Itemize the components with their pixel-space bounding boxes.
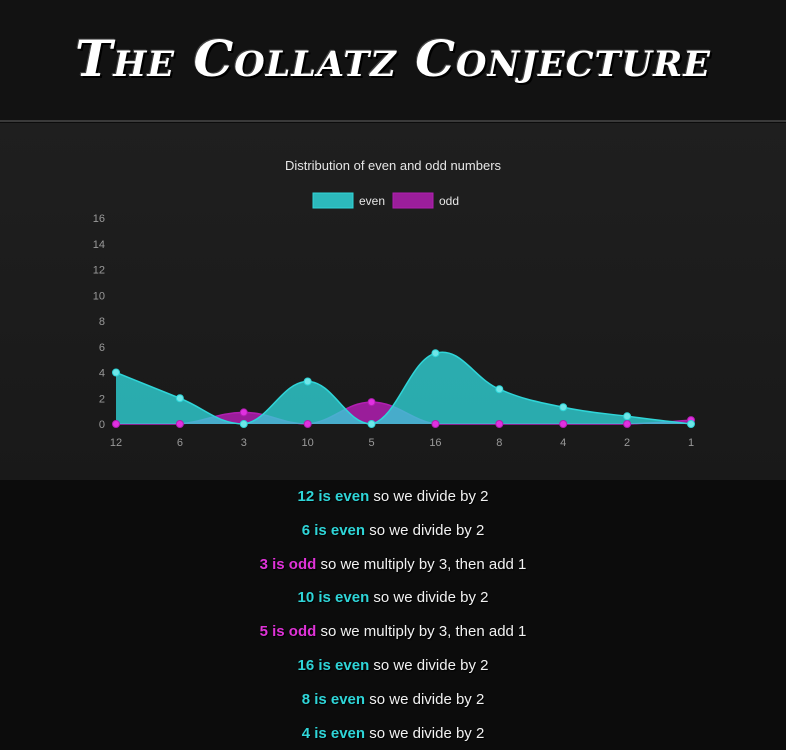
data-point-odd xyxy=(303,420,312,428)
data-point-even xyxy=(112,368,120,377)
step-item: 12 is even so we divide by 2 xyxy=(0,480,786,514)
step-item: 8 is even so we divide by 2 xyxy=(0,683,786,717)
series-area-even xyxy=(116,352,691,424)
step-rule: so we multiply by 3, then add 1 xyxy=(316,623,527,641)
step-item: 10 is even so we divide by 2 xyxy=(0,581,786,615)
step-number: 3 is odd xyxy=(259,555,317,573)
data-point-even xyxy=(623,412,632,421)
y-tick-label: 2 xyxy=(99,393,105,405)
chart-panel: Distribution of even and odd numbers 0 2 4… xyxy=(0,123,786,480)
y-tick-label: 4 xyxy=(99,368,105,380)
step-number: 5 is odd xyxy=(259,623,317,641)
step-item: 3 is odd so we multiply by 3, then add 1 xyxy=(0,548,786,582)
step-rule: so we divide by 2 xyxy=(369,589,489,607)
step-rule: so we divide by 2 xyxy=(369,656,489,674)
y-tick-label: 6 xyxy=(99,342,105,354)
data-point-odd xyxy=(239,408,248,417)
data-point-even xyxy=(431,349,440,358)
legend-swatch-odd xyxy=(392,192,434,209)
legend-swatch-even xyxy=(312,192,354,209)
step-rule: so we divide by 2 xyxy=(365,690,485,708)
data-point-odd xyxy=(367,398,376,407)
step-rule: so we divide by 2 xyxy=(365,724,485,742)
data-point-even xyxy=(175,394,184,403)
step-number: 16 is even xyxy=(297,656,370,674)
step-number: 10 is even xyxy=(297,589,370,607)
data-point-even xyxy=(239,420,248,428)
legend-label: odd xyxy=(439,194,459,208)
x-tick-label: 2 xyxy=(624,437,630,449)
y-tick-label: 16 xyxy=(93,213,105,225)
step-rule: so we divide by 2 xyxy=(365,521,485,539)
data-point-even xyxy=(303,377,312,386)
x-tick-label: 1 xyxy=(688,437,694,449)
x-tick-label: 12 xyxy=(110,437,122,449)
data-point-odd xyxy=(495,420,504,428)
x-tick-label: 6 xyxy=(177,437,183,449)
step-number: 4 is even xyxy=(301,724,366,742)
x-tick-label: 16 xyxy=(429,437,441,449)
chart-title: Distribution of even and odd numbers xyxy=(284,158,502,173)
step-number: 6 is even xyxy=(301,521,366,539)
data-point-even xyxy=(495,385,504,394)
page-header: The Collatz Conjecture xyxy=(0,0,786,122)
legend-label: even xyxy=(359,194,385,208)
step-number: 12 is even xyxy=(297,488,370,505)
area-chart: 0 2 4 6 8 10 12 14 16 12 6 3 10 5 16 8 4 2 1 even odd xyxy=(93,192,695,449)
y-tick-label: 12 xyxy=(93,265,105,277)
data-point-odd xyxy=(559,420,568,428)
x-tick-label: 4 xyxy=(560,437,566,449)
x-tick-label: 5 xyxy=(368,437,374,449)
step-item: 5 is odd so we multiply by 3, then add 1 xyxy=(0,615,786,649)
series-line-even xyxy=(115,351,692,425)
page-title: The Collatz Conjecture xyxy=(75,28,711,88)
data-point-even xyxy=(367,420,376,428)
step-item: 16 is even so we divide by 2 xyxy=(0,649,786,683)
step-item: 6 is even so we divide by 2 xyxy=(0,514,786,548)
data-point-even xyxy=(687,420,695,428)
data-point-odd xyxy=(112,420,120,428)
steps-list: 12 is even so we divide by 2 6 is even s… xyxy=(0,480,786,750)
y-tick-label: 10 xyxy=(93,290,105,302)
step-rule: so we divide by 2 xyxy=(369,488,489,505)
y-tick-label: 8 xyxy=(99,316,105,328)
x-tick-label: 8 xyxy=(496,437,502,449)
data-point-odd xyxy=(431,420,440,428)
data-point-odd xyxy=(175,420,184,428)
data-point-even xyxy=(559,403,568,412)
step-item: 4 is even so we divide by 2 xyxy=(0,717,786,750)
step-number: 8 is even xyxy=(301,690,366,708)
x-tick-label: 10 xyxy=(302,437,314,449)
y-tick-label: 14 xyxy=(93,239,105,251)
step-rule: so we multiply by 3, then add 1 xyxy=(316,555,527,573)
data-point-odd xyxy=(623,420,632,428)
y-tick-label: 0 xyxy=(99,419,105,431)
x-tick-label: 3 xyxy=(241,437,247,449)
